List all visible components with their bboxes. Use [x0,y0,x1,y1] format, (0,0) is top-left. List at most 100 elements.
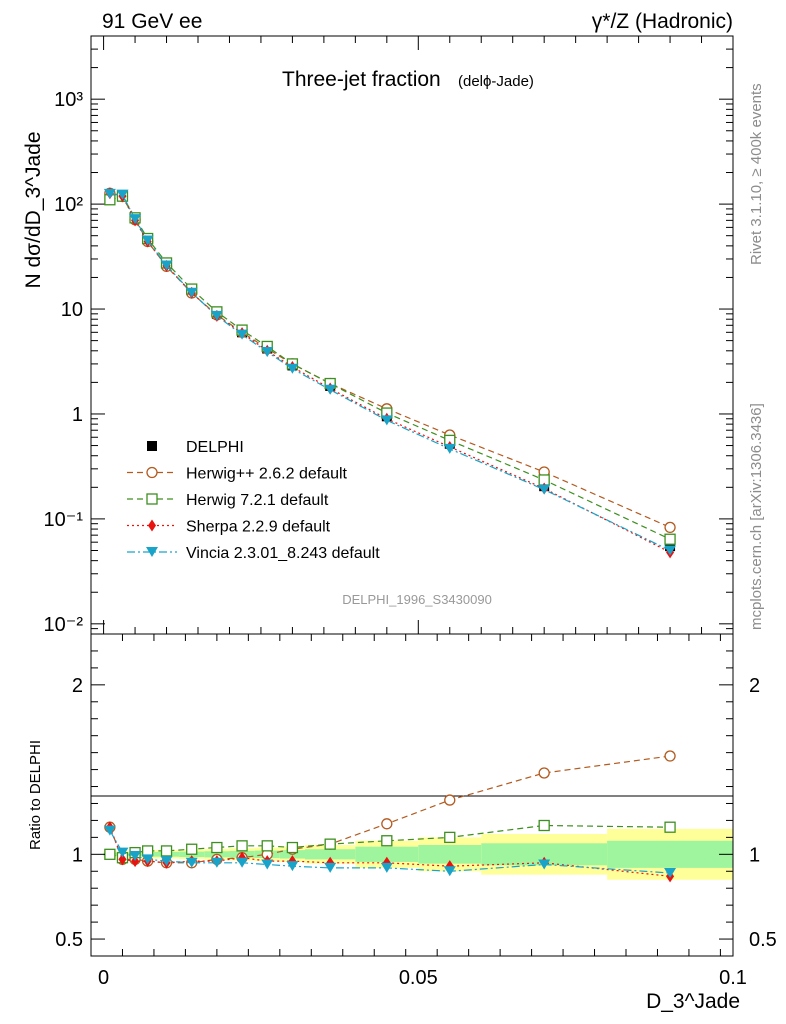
ratio-axis-ticks: 0.5 0.5 1 1 2 2 0 0.05 0.1 [55,634,777,989]
ratio-y-tick-label-right: 1 [749,844,760,866]
data-point [116,189,129,200]
x-axis-label: D_3^Jade [646,990,740,1013]
ratio-y-tick-label: 0.5 [55,929,83,951]
ratio-series-3 [103,825,677,878]
main-y-tick-label: 10² [54,194,83,216]
legend-marker [146,466,158,479]
legend-marker [148,519,156,532]
data-point [103,188,116,199]
ratio-y-tick-label-right: 0.5 [749,929,777,951]
main-y-tick-label: 10 [61,299,83,321]
series-line [109,195,671,540]
plot-title: Three-jet fraction [282,68,441,91]
ratio-point [664,821,676,833]
ratio-point [210,857,223,868]
ratio-point [129,851,142,862]
ratio-point [324,838,336,850]
ratio-uncertainty-bands [103,828,733,880]
data-point [210,310,223,321]
data-point [261,346,274,357]
main-y-tick-label: 10³ [54,89,83,111]
ratio-y-axis-label: Ratio to DELPHI [27,740,44,850]
legend-label: Herwig 7.2.1 default [186,492,329,509]
ratio-point [664,750,676,762]
ratio-point [538,819,550,832]
ratio-point [324,862,337,873]
main-plot-panel: 10⁻² 10⁻¹ 1 10 10² 10³ Three-jet fraction (de… [22,35,734,636]
legend-marker [146,493,158,505]
legend-label: Vincia 2.3.01_8.243 default [186,545,380,562]
data-point [141,235,154,246]
ratio-inner-band [305,849,356,860]
ratio-point [381,818,393,830]
data-point [538,484,551,495]
ratio-inner-band [481,843,608,866]
rivet-label: Rivet 3.1.10, ≥ 400k events [748,83,765,265]
ratio-line [109,826,671,877]
main-axis-ticks: 10⁻² 10⁻¹ 1 10 10² 10³ [44,35,734,636]
main-y-tick-label: 1 [72,404,83,426]
ratio-point [443,866,456,877]
data-point [664,533,676,545]
data-point [443,443,456,454]
ratio-point [444,794,456,806]
ratio-point [186,843,198,855]
data-point [129,214,142,225]
series-line [109,192,671,553]
legend-marker [147,441,157,451]
ratio-point [185,857,198,868]
ratio-inner-band [607,840,733,868]
ratio-point [444,831,456,844]
ratio-point [538,859,551,870]
ratio-plot-panel: 0.5 0.5 1 1 2 2 0 0.05 0.1 Ratio to DELPHI D_3^J… [27,633,777,1013]
main-y-tick-label: 10⁻² [44,614,84,636]
data-point [664,545,677,556]
ratio-inner-band [355,846,419,862]
data-point [160,260,173,271]
ratio-point [381,835,393,847]
ratio-point [286,861,299,872]
data-point [286,363,299,374]
data-point [185,287,198,298]
data-point [236,329,249,340]
main-series-group [103,187,677,559]
ratio-point [103,825,116,836]
header-left: 91 GeV ee [102,10,202,33]
main-y-tick-label: 10⁻¹ [44,509,84,531]
data-point [380,415,393,426]
ratio-point [116,847,129,858]
ratio-point [380,862,393,873]
ratio-point [261,859,274,870]
header-right: γ*/Z (Hadronic) [592,10,733,33]
ratio-series-group [103,750,677,883]
legend-label: DELPHI [186,439,244,456]
ratio-point [211,841,223,854]
series-4 [103,188,677,556]
ratio-y-tick-label-right: 2 [749,675,760,697]
ratio-point [236,840,248,852]
data-point [324,384,337,395]
x-tick-label: 0.05 [399,967,438,989]
ratio-point [118,853,127,866]
ratio-point [538,767,550,779]
analysis-watermark: DELPHI_1996_S3430090 [342,592,492,607]
ratio-plot-frame [90,633,734,957]
ratio-point [104,848,116,860]
ratio-point [160,845,173,857]
x-tick-label: 0.1 [719,967,747,989]
ratio-inner-band [418,844,482,864]
legend-label: Sherpa 2.2.9 default [186,519,331,536]
legend-label: Herwig++ 2.6.2 default [186,466,348,483]
legend: DELPHI Herwig++ 2.6.2 default Herwig 7.2.1… [127,439,380,562]
ratio-point [160,856,173,867]
legend-marker [146,547,158,557]
ratio-y-tick-label: 2 [72,675,83,697]
main-y-axis-label: N dσ/dD_3^Jade [22,131,45,288]
ratio-point [141,854,154,865]
ratio-point [286,841,299,854]
ratio-point [664,867,677,878]
series-line [109,192,671,528]
x-tick-label: 0 [98,967,109,989]
mcplots-label: mcplots.cern.ch [arXiv:1306.3436] [748,403,765,630]
